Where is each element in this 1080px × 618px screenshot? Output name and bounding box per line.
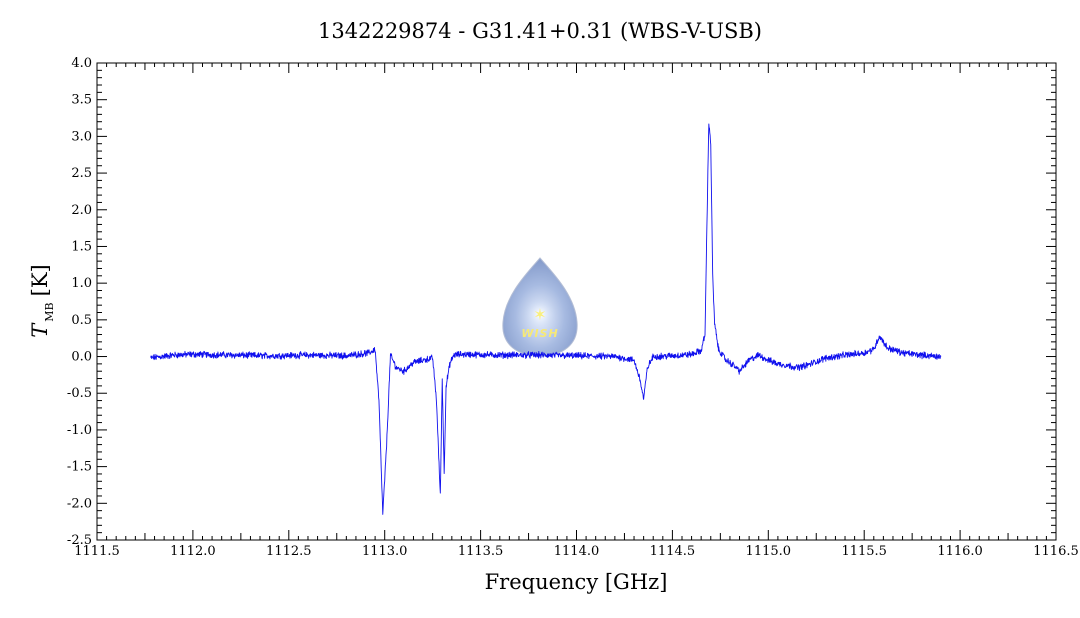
- y-tick-label: 0.0: [71, 350, 92, 365]
- y-tick-label: 2.0: [71, 203, 92, 218]
- y-axis-label-sub: MB: [43, 302, 56, 321]
- x-tick-label: 1114.5: [650, 544, 696, 559]
- x-tick-label: 1115.5: [841, 544, 887, 559]
- spectrum-series-line: [150, 123, 942, 515]
- plot-frame: [96, 62, 1057, 541]
- y-tick-label: -0.5: [67, 386, 92, 401]
- wish-logo-watermark: ✶ WISH: [502, 257, 578, 357]
- y-tick-label: 3.0: [71, 129, 92, 144]
- x-axis-label: Frequency [GHz]: [485, 570, 668, 594]
- y-tick-label: 1.0: [71, 276, 92, 291]
- x-tick-label: 1113.0: [362, 544, 408, 559]
- y-axis-label: TMB [K]: [28, 264, 56, 337]
- y-tick-label: 3.5: [71, 93, 92, 108]
- x-tick-label: 1116.0: [937, 544, 983, 559]
- x-tick-label: 1111.5: [74, 544, 120, 559]
- y-tick-label: 0.5: [71, 313, 92, 328]
- y-tick-label: -2.0: [67, 496, 92, 511]
- y-tick-label: 2.5: [71, 166, 92, 181]
- star-glow: [524, 298, 556, 330]
- x-tick-label: 1116.5: [1033, 544, 1079, 559]
- axis-tick-labels: 1111.5 1112.0 1112.5 1113.0 1113.5 1114.0 1114…: [67, 56, 1079, 559]
- logo-text: WISH: [521, 327, 558, 340]
- y-axis-label-unit: [K]: [28, 264, 52, 296]
- x-tick-label: 1112.0: [170, 544, 216, 559]
- y-tick-label: 1.5: [71, 239, 92, 254]
- y-tick-label: -1.5: [67, 460, 92, 475]
- y-tick-label: 4.0: [71, 56, 92, 71]
- x-tick-label: 1115.0: [746, 544, 792, 559]
- star-icon: ✶: [533, 305, 546, 324]
- x-tick-label: 1113.5: [458, 544, 504, 559]
- y-tick-label: -1.0: [67, 423, 92, 438]
- x-tick-label: 1112.5: [266, 544, 312, 559]
- y-tick-label: -2.5: [67, 533, 92, 548]
- svg-text:TMB[K]: TMB [K]: [28, 264, 56, 337]
- chart-title: 1342229874 - G31.41+0.31 (WBS-V-USB): [318, 19, 762, 43]
- x-tick-label: 1114.0: [554, 544, 600, 559]
- y-axis-label-main: T: [28, 322, 52, 338]
